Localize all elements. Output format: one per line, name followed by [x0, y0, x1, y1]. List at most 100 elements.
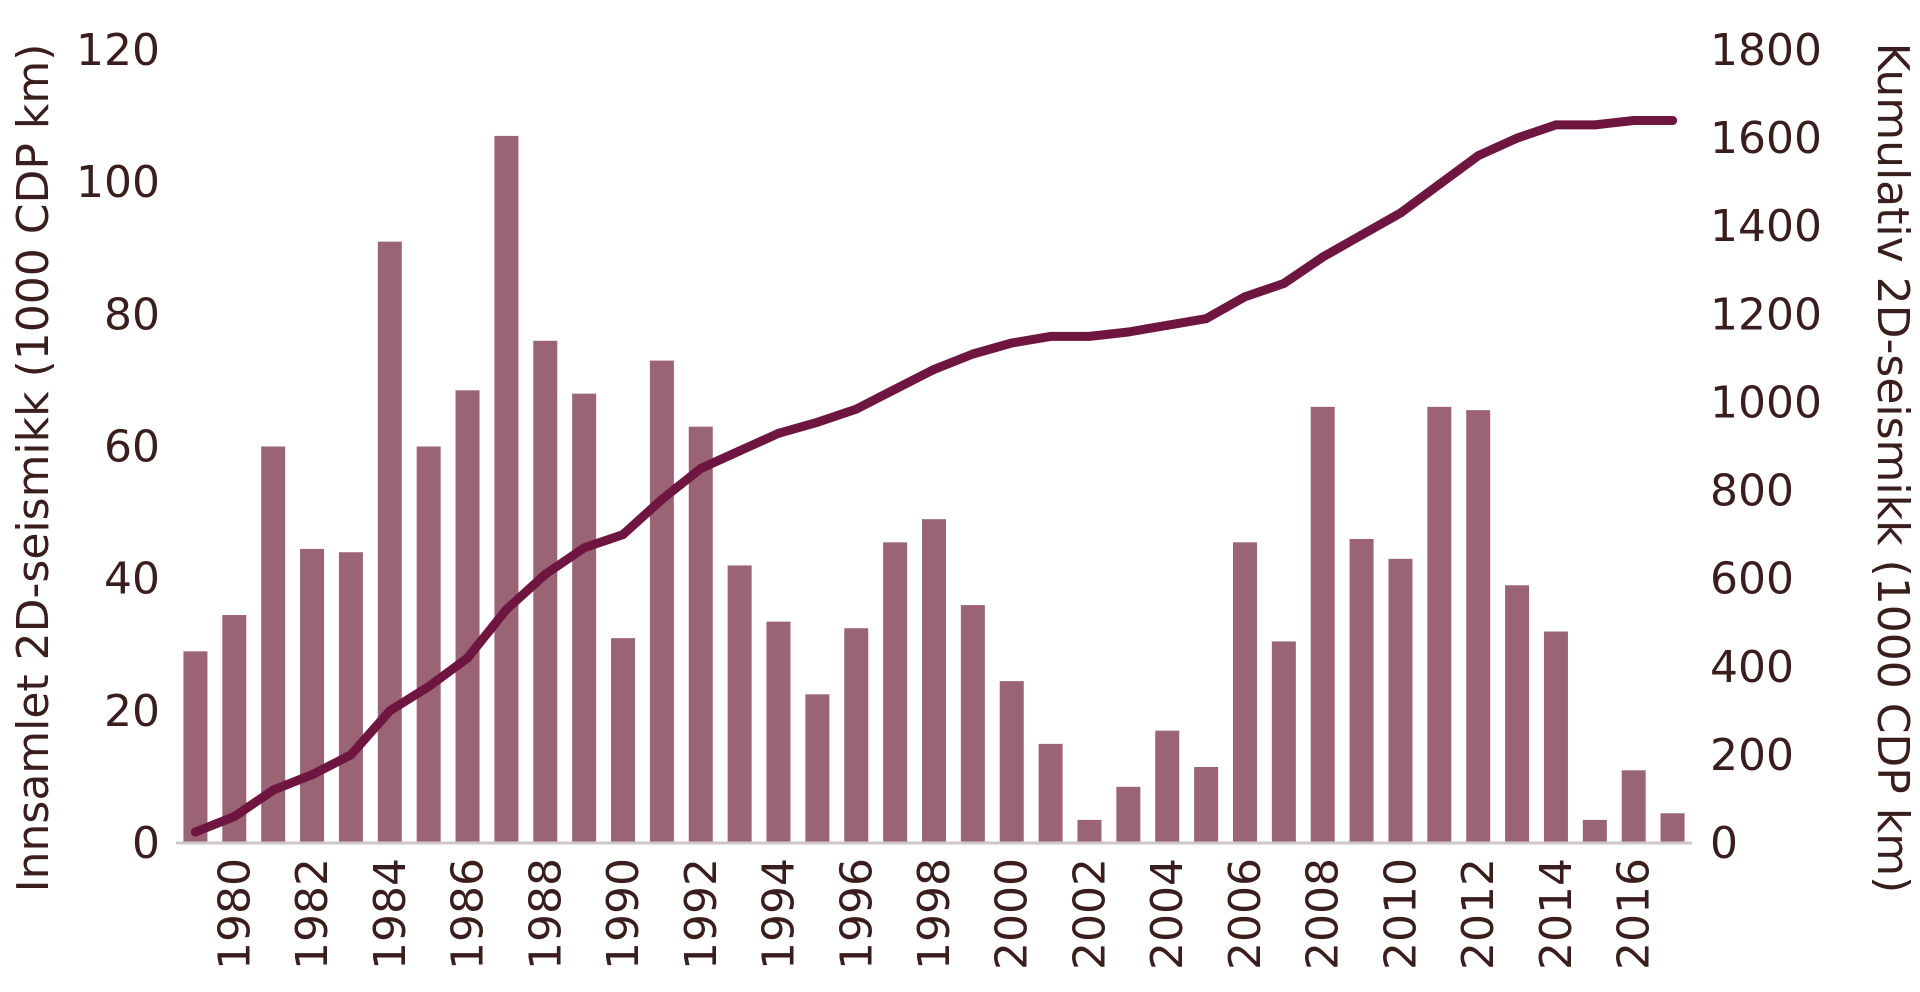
right-tick-label: 1400: [1710, 201, 1822, 252]
line-point-2001: [1046, 331, 1056, 341]
line-point-2007: [1279, 278, 1289, 288]
line-point-2016: [1629, 115, 1639, 125]
x-tick-label: 1998: [909, 858, 960, 970]
line-point-2017: [1668, 115, 1678, 125]
right-tick-label: 400: [1710, 642, 1794, 693]
bar-2000: [999, 681, 1024, 843]
bar-1994: [766, 621, 791, 843]
bar-series: [183, 135, 1685, 844]
line-point-2003: [1123, 327, 1133, 337]
line-point-1990: [618, 530, 628, 540]
line-point-1980: [229, 812, 239, 822]
x-tick-label: 1990: [598, 858, 649, 970]
bar-2002: [1077, 819, 1102, 843]
line-point-2004: [1162, 320, 1172, 330]
bar-1980: [222, 615, 247, 843]
bar-2008: [1310, 406, 1335, 843]
line-point-2012: [1473, 151, 1483, 161]
x-tick-label: 2012: [1453, 858, 1504, 970]
bar-2004: [1155, 730, 1180, 843]
line-point-1983: [346, 750, 356, 760]
x-tick-label: 2000: [987, 858, 1038, 970]
bar-1981: [261, 446, 286, 843]
line-point-2002: [1084, 331, 1094, 341]
bar-1999: [960, 605, 985, 843]
x-tick-label: 2016: [1609, 858, 1660, 970]
left-tick-label: 80: [104, 289, 160, 340]
bar-1993: [727, 565, 752, 843]
bar-1992: [688, 426, 713, 843]
line-point-1979: [190, 827, 200, 837]
x-tick-label: 1984: [365, 858, 416, 970]
line-point-1981: [268, 785, 278, 795]
line-point-1998: [929, 364, 939, 374]
right-tick-label: 800: [1710, 466, 1794, 517]
bar-2011: [1427, 406, 1452, 843]
x-tick-label: 1996: [831, 858, 882, 970]
x-tick-label: 2014: [1531, 858, 1582, 970]
bar-1984: [377, 241, 402, 843]
line-point-1992: [696, 464, 706, 474]
bar-1982: [300, 548, 325, 843]
bar-2012: [1466, 410, 1491, 843]
left-axis-title: Innsamlet 2D-seismikk (1000 CDP km): [8, 44, 59, 893]
line-point-2005: [1201, 314, 1211, 324]
bar-2007: [1271, 641, 1296, 843]
bar-1996: [844, 628, 869, 843]
bar-2010: [1388, 558, 1413, 843]
line-point-1999: [968, 349, 978, 359]
left-tick-label: 40: [104, 554, 160, 605]
x-tick-label: 1982: [287, 858, 338, 970]
line-point-1995: [812, 417, 822, 427]
line-point-2000: [1007, 338, 1017, 348]
line-point-1984: [385, 706, 395, 716]
right-tick-label: 600: [1710, 554, 1794, 605]
line-point-1991: [657, 494, 667, 504]
bar-1995: [805, 694, 830, 843]
x-tick-label: 2002: [1064, 858, 1115, 970]
line-point-1993: [735, 446, 745, 456]
bar-1991: [649, 360, 674, 843]
right-tick-label: 1000: [1710, 377, 1822, 428]
bar-2013: [1505, 585, 1530, 843]
line-point-2013: [1512, 133, 1522, 143]
x-tick-label: 1994: [754, 858, 805, 970]
bar-2009: [1349, 539, 1374, 843]
line-point-1996: [851, 404, 861, 414]
right-axis-title: Kumulativ 2D-seismikk (1000 CDP km): [1867, 43, 1918, 894]
line-point-2006: [1240, 292, 1250, 302]
bar-2015: [1582, 819, 1607, 843]
bar-2014: [1543, 631, 1568, 843]
bar-1988: [533, 340, 558, 843]
left-axis: 0 20 40 60 80 100 120: [76, 25, 160, 869]
bar-1983: [338, 552, 363, 843]
line-point-2010: [1395, 208, 1405, 218]
line-series-group: [190, 115, 1678, 837]
line-point-1988: [540, 569, 550, 579]
line-point-1994: [774, 428, 784, 438]
right-tick-label: 200: [1710, 730, 1794, 781]
right-tick-label: 0: [1710, 818, 1738, 869]
line-point-1982: [307, 770, 317, 780]
x-tick-label: 1980: [209, 858, 260, 970]
bar-1989: [572, 393, 597, 843]
line-point-1989: [579, 543, 589, 553]
bar-2006: [1232, 542, 1257, 843]
bar-2005: [1194, 767, 1219, 843]
right-tick-label: 1600: [1710, 113, 1822, 164]
x-tick-label: 2008: [1298, 858, 1349, 970]
line-point-2015: [1590, 120, 1600, 130]
bar-1997: [883, 542, 908, 843]
right-axis: 0 200 400 600 800 1000 1200 1400 1600 1800: [1710, 25, 1822, 869]
x-tick-label: 1988: [520, 858, 571, 970]
left-tick-label: 60: [104, 422, 160, 473]
line-point-2014: [1551, 120, 1561, 130]
x-tick-label: 1986: [443, 858, 494, 970]
bar-1987: [494, 135, 519, 844]
line-point-1987: [501, 605, 511, 615]
bar-2003: [1116, 786, 1141, 843]
bar-1998: [922, 519, 946, 843]
left-tick-label: 0: [132, 818, 160, 869]
right-tick-label: 1800: [1710, 25, 1822, 76]
